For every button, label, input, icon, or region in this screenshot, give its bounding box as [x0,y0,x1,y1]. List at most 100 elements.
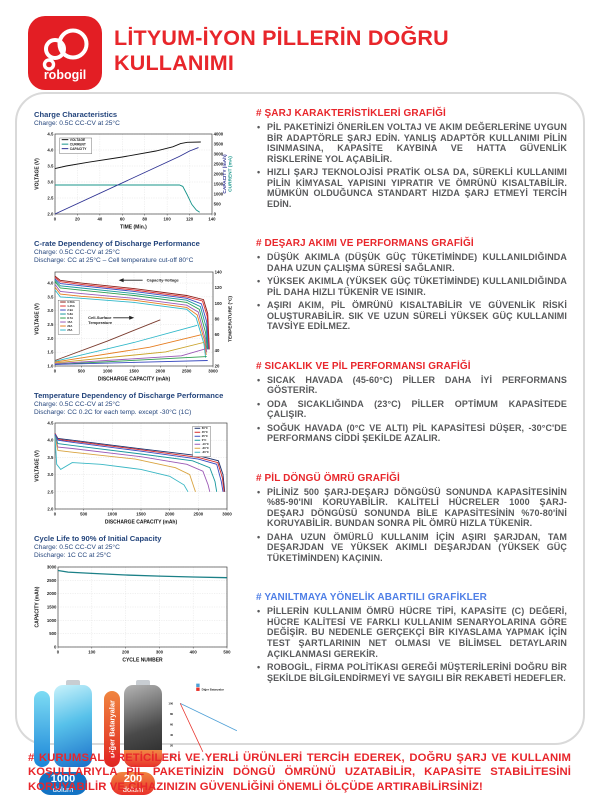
robogil-logo: robogil [28,16,102,90]
svg-text:2500: 2500 [182,368,192,373]
svg-text:CURRENT: CURRENT [70,143,86,147]
section-desarj-akimi: # DEŞARJ AKIMI VE PERFORMANS GRAFİĞİ DÜŞ… [256,238,567,335]
svg-text:60: 60 [120,217,125,222]
content-card: Charge Characteristics Charge: 0.5C CC-C… [15,92,585,796]
bullet: DAHA UZUN ÖMÜRLÜ KULLANIM İÇİN AŞIRI ŞAR… [256,532,567,564]
crate-discharge-chart: 0 500 1000 1500 2000 2500 3000 1.0 1.5 2.0 2.5 3.0 3… [34,268,234,382]
svg-text:DISCHARGE CAPACITY (mAh): DISCHARGE CAPACITY (mAh) [98,376,171,382]
bullet: HIZLI ŞARJ TEKNOLOJİSİ PRATİK OLSA DA, S… [256,167,567,209]
svg-text:100: 100 [215,301,223,306]
svg-text:4.0: 4.0 [47,280,54,285]
svg-text:3000: 3000 [208,368,218,373]
svg-text:-10°C: -10°C [202,442,209,446]
svg-text:3.5: 3.5 [47,294,54,299]
svg-text:CAPACITY (mAh): CAPACITY (mAh) [222,154,228,194]
svg-text:VOLTAGE: VOLTAGE [70,138,86,142]
svg-text:500: 500 [78,368,86,373]
svg-text:500: 500 [214,202,222,207]
svg-text:1500: 1500 [214,182,224,187]
svg-text:500: 500 [80,511,88,516]
svg-text:Capacity-Voltage: Capacity-Voltage [147,277,180,282]
svg-text:100: 100 [164,217,172,222]
bad-battery-label: 200 dolum [110,771,156,796]
battery-life-mini-chart: 2 4 6 8 10 12 0 20 40 60 80 100 Diğer Bataryalar [166,682,246,765]
svg-text:TEMPERATURE (°C): TEMPERATURE (°C) [228,295,234,341]
bullet: PİL PAKETİNİZİ ÖNERİLEN VOLTAJ VE AKIM D… [256,122,567,164]
svg-text:Diğer Bataryalar: Diğer Bataryalar [202,687,225,691]
other-batteries-bar: Diğer Bataryalar [104,690,120,767]
svg-text:3000: 3000 [214,152,224,157]
svg-text:20: 20 [215,363,220,368]
chart-subtitle: Discharge: CC 0.2C for each temp. except… [34,408,192,416]
svg-text:400: 400 [190,649,198,654]
svg-text:5.8A: 5.8A [67,312,73,316]
svg-text:2500: 2500 [194,511,204,516]
svg-text:0°C: 0°C [202,438,207,442]
svg-text:3000: 3000 [47,564,57,569]
svg-text:10: 10 [224,757,228,761]
section-sicaklik-performans: # SICAKLIK VE PİL PERFORMANSI GRAFİĞİ SI… [256,361,567,447]
svg-text:CAPACITY: CAPACITY [70,147,87,151]
cycle-count: 200 [123,772,143,785]
chart-title: C-rate Dependency of Discharge Performan… [34,239,200,249]
svg-text:-20°C: -20°C [202,446,209,450]
svg-text:45°C: 45°C [202,430,208,434]
svg-text:VOLTAGE (V): VOLTAGE (V) [35,158,41,190]
page-title-line1: LİTYUM-İYON PİLLERİN DOĞRU [114,26,449,50]
svg-text:1000: 1000 [103,368,113,373]
svg-text:VOLTAGE (V): VOLTAGE (V) [35,303,41,335]
svg-text:2.0: 2.0 [47,336,54,341]
svg-text:4.0: 4.0 [47,148,54,153]
svg-text:3000: 3000 [222,511,232,516]
depleted-battery-icon [124,679,162,767]
chart-subtitle: Charge: 0.5C CC-CV at 25°C [34,120,120,127]
temperature-discharge-chart: 0 500 1000 1500 2000 2500 3000 2.0 2.5 3.0 3.5 4.0 4… [34,419,234,525]
svg-text:TIME (Min.): TIME (Min.) [120,225,147,231]
svg-text:0: 0 [54,644,57,649]
chart-subtitle: Discharge: 1C CC at 25°C [34,552,112,560]
svg-text:3.5: 3.5 [47,455,54,460]
bullet: PİLİNİZ 500 ŞARJ-DEŞARJ DÖNGÜSÜ SONUNDA … [256,487,567,529]
cycle-count: 1000 [50,772,76,785]
charge-characteristics-block: Charge Characteristics Charge: 0.5C CC-C… [34,110,246,230]
svg-text:0.58A: 0.58A [67,300,74,304]
logo-text: robogil [44,68,86,82]
cycle-life-chart: 0 100 200 300 400 500 0 500 1000 1500 2000 2500 3000… [34,563,234,662]
svg-text:40: 40 [97,217,102,222]
bullet: SICAK HAVADA (45-60°C) PİLLER DAHA İYİ P… [256,375,567,396]
svg-text:4.0: 4.0 [47,438,54,443]
cycle-unit: dolum [52,784,74,794]
svg-text:40: 40 [170,733,174,737]
bullet: PİLLERİN KULLANIM ÖMRÜ HÜCRE TİPİ, KAPAS… [256,606,567,659]
cycle-life-block: Cycle Life to 90% of Initial Capacity Ch… [34,534,246,662]
cycle-unit: dolum [122,784,144,794]
svg-text:0: 0 [214,212,217,217]
svg-text:0: 0 [57,649,60,654]
svg-text:1000: 1000 [108,511,118,516]
svg-text:0: 0 [54,511,57,516]
chart-title: Charge Characteristics [34,110,118,119]
chart-title: Temperature Dependency of Discharge Perf… [34,390,224,400]
section-heading: # SICAKLIK VE PİL PERFORMANSI GRAFİĞİ [256,360,471,372]
svg-text:120: 120 [215,285,223,290]
svg-text:3.5: 3.5 [47,164,54,169]
section-heading: # ŞARJ KARAKTERİSTİKLERİ GRAFİĞİ [256,108,446,119]
full-battery-icon [54,679,92,767]
svg-text:0: 0 [54,217,57,222]
svg-text:CURRENT (mA): CURRENT (mA) [228,156,234,192]
svg-text:1.45A: 1.45A [67,304,74,308]
battery-comparison-panel: 1000 dolum Diğer Bataryalar [34,679,246,796]
svg-text:80: 80 [215,316,220,321]
svg-text:300: 300 [156,649,164,654]
bullet: YÜKSEK AKIMLA (YÜKSEK GÜÇ TÜKETİMİNDE) K… [256,276,567,297]
svg-text:3.0: 3.0 [47,472,54,477]
svg-text:100: 100 [88,649,96,654]
svg-text:80: 80 [142,217,147,222]
svg-text:140: 140 [215,269,223,274]
svg-text:Temperature: Temperature [88,320,113,325]
temperature-discharge-block: Temperature Dependency of Discharge Perf… [34,391,246,525]
svg-text:4.5: 4.5 [47,132,54,137]
chart-subtitle: Charge: 0.5C CC-CV at 25°C [34,400,120,408]
svg-text:4.5: 4.5 [47,421,54,426]
